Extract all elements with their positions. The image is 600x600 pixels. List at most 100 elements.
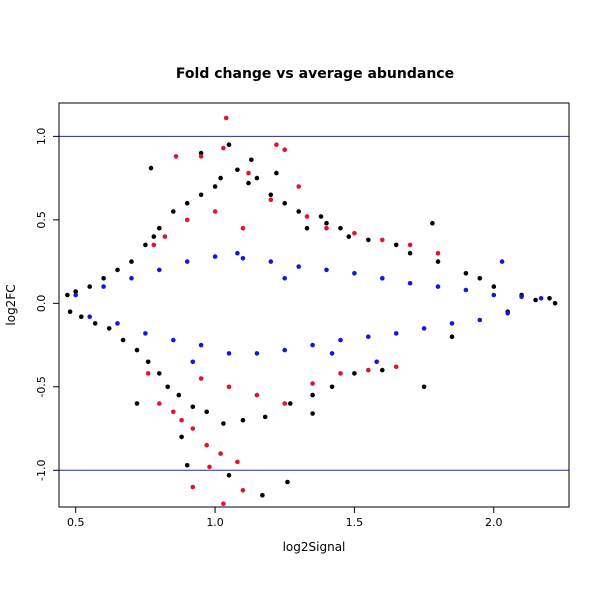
data-point-black (204, 409, 209, 415)
data-point-red (435, 250, 441, 256)
data-point-blue (374, 359, 380, 365)
data-point-red (274, 142, 279, 147)
data-point-blue (366, 334, 371, 340)
data-point-blue (421, 326, 427, 331)
data-point-red (235, 459, 240, 465)
data-point-red (304, 214, 310, 219)
data-point-red (223, 115, 229, 121)
data-point-black (67, 309, 73, 315)
data-point-blue (499, 259, 505, 264)
data-point-blue (268, 259, 274, 264)
data-point-black (407, 250, 413, 256)
data-point-black (148, 165, 154, 171)
data-point-black (221, 421, 226, 426)
data-point-red (190, 426, 196, 431)
x-tick-label: 0.5 (67, 516, 85, 529)
data-point-black (533, 297, 538, 303)
data-point-blue (184, 259, 190, 264)
data-point-black (304, 225, 310, 231)
y-tick-label: 1.0 (35, 128, 48, 146)
data-point-black (318, 214, 324, 219)
data-point-black (190, 404, 196, 410)
data-point-black (73, 289, 78, 294)
data-point-blue (505, 311, 511, 316)
data-point-red (310, 381, 315, 386)
data-point-red (179, 417, 184, 423)
data-point-black (324, 220, 329, 226)
data-point-red (366, 367, 371, 373)
data-point-blue (282, 276, 288, 281)
data-point-black (310, 392, 315, 398)
data-point-black (552, 301, 558, 306)
data-point-blue (129, 276, 134, 281)
data-point-black (157, 225, 162, 231)
y-tick-label: 0.5 (35, 211, 48, 229)
data-point-red (184, 217, 190, 223)
data-point-red (212, 209, 218, 214)
data-point-black (282, 200, 288, 206)
data-point-black (226, 142, 232, 147)
data-point-red (157, 401, 162, 406)
data-point-black (262, 414, 268, 420)
data-point-blue (282, 347, 288, 353)
data-point-black (421, 384, 427, 390)
data-point-red (282, 401, 288, 406)
data-point-blue (226, 351, 232, 356)
data-point-black (449, 334, 455, 340)
data-point-red (380, 237, 385, 243)
data-point-red (162, 234, 168, 239)
data-point-blue (477, 317, 483, 323)
points-layer (65, 115, 558, 507)
data-point-black (79, 314, 84, 320)
data-point-black (176, 392, 182, 398)
data-point-red (407, 242, 413, 248)
threshold-lines (59, 135, 569, 471)
data-point-black (240, 417, 246, 423)
data-point-black (134, 347, 140, 353)
x-axis-label: log2Signal (283, 540, 346, 554)
chart-title: Fold change vs average abundance (176, 66, 454, 82)
data-point-black (338, 225, 343, 231)
data-point-black (380, 367, 385, 373)
data-point-red (151, 242, 157, 248)
data-point-black (92, 321, 98, 326)
data-point-blue (235, 250, 240, 256)
data-point-black (101, 276, 106, 281)
data-point-red (221, 501, 226, 507)
data-point-black (477, 276, 483, 281)
data-point-black (547, 296, 552, 301)
data-point-red (254, 392, 260, 398)
data-point-black (151, 234, 157, 239)
data-point-red (282, 147, 288, 152)
data-point-black (129, 259, 134, 264)
x-tick-label: 1.5 (346, 516, 364, 529)
data-point-black (179, 434, 184, 440)
data-point-black (288, 401, 293, 406)
data-point-black (296, 209, 302, 214)
data-point-blue (329, 351, 335, 356)
data-point-red (145, 371, 151, 376)
data-point-black (134, 401, 140, 406)
data-point-red (352, 230, 357, 236)
data-point-blue (519, 294, 524, 300)
data-point-black (184, 463, 190, 468)
data-point-black (106, 326, 112, 331)
data-point-red (393, 364, 399, 370)
data-point-blue (352, 271, 357, 276)
data-point-black (352, 371, 357, 376)
data-point-red (173, 154, 179, 159)
data-point-red (268, 197, 274, 203)
data-point-red (198, 376, 204, 381)
data-point-black (329, 384, 335, 390)
data-point-red (226, 384, 232, 390)
data-point-blue (310, 342, 315, 348)
data-point-black (366, 237, 371, 243)
data-point-black (268, 192, 274, 198)
data-point-black (218, 175, 223, 181)
data-point-black (198, 150, 204, 156)
data-point-black (249, 157, 254, 163)
data-point-black (463, 271, 469, 276)
data-point-black (393, 242, 399, 248)
data-point-black (120, 337, 126, 343)
